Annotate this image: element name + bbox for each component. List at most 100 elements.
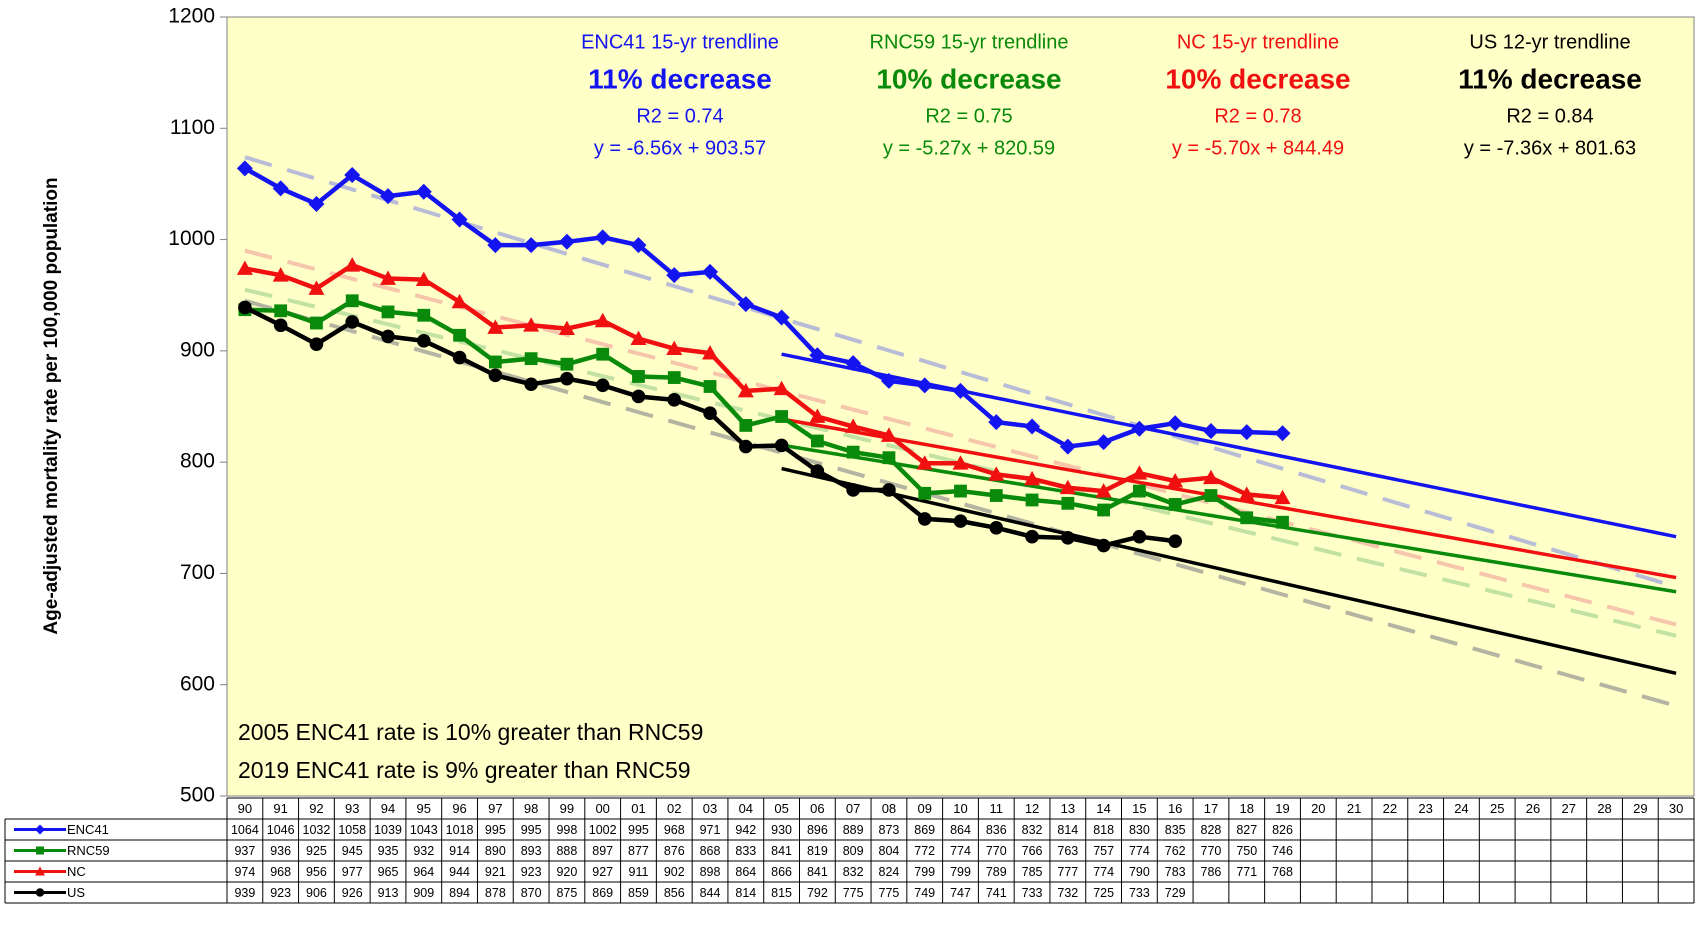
- marker: [666, 267, 683, 284]
- marker: [523, 237, 540, 254]
- marker: [1059, 479, 1076, 495]
- marker: [773, 380, 790, 396]
- marker: [308, 280, 325, 295]
- marker: [595, 378, 610, 393]
- marker: [702, 345, 719, 360]
- marker: [487, 237, 504, 254]
- marker: [35, 888, 45, 897]
- marker: [916, 377, 933, 394]
- table-value: 1002: [589, 823, 617, 837]
- y-tick-label: 1000: [168, 227, 215, 250]
- y-tick-label: 600: [180, 672, 215, 695]
- marker: [703, 380, 717, 393]
- table-value: 875: [556, 886, 577, 900]
- table-value: 841: [807, 865, 828, 879]
- table-value: 897: [592, 844, 613, 858]
- table-value: 998: [556, 823, 577, 837]
- marker: [594, 312, 611, 328]
- table-value: 936: [270, 844, 291, 858]
- table-value: 964: [413, 865, 434, 879]
- table-value: 893: [521, 844, 542, 858]
- annotation: y = -7.36x + 801.63: [1464, 137, 1636, 159]
- marker: [236, 160, 253, 177]
- x-tick-label: 05: [774, 801, 788, 816]
- x-tick-label: 11: [990, 801, 1004, 816]
- table-value: 750: [1236, 844, 1257, 858]
- y-tick-label: 500: [180, 784, 215, 807]
- table-value: 873: [879, 823, 900, 837]
- table-value: 770: [986, 844, 1007, 858]
- x-tick-label: 90: [238, 801, 252, 816]
- table-value: 935: [378, 844, 399, 858]
- marker: [880, 427, 897, 442]
- series-line: [244, 262, 1283, 500]
- marker: [415, 183, 432, 200]
- table-value: 945: [342, 844, 363, 858]
- table-value: 869: [914, 823, 935, 837]
- marker: [1132, 529, 1147, 544]
- table-value: 864: [950, 823, 971, 837]
- annotation: ENC41 15-yr trendline: [581, 31, 779, 53]
- x-tick-label: 06: [810, 801, 824, 816]
- x-tick-label: 28: [1597, 801, 1611, 816]
- table-value: 835: [1165, 823, 1186, 837]
- table-value: 944: [449, 865, 470, 879]
- table-value: 749: [914, 886, 935, 900]
- marker: [1025, 493, 1039, 507]
- table-value: 995: [628, 823, 649, 837]
- x-tick-label: 93: [345, 801, 359, 816]
- table-value: 914: [449, 844, 470, 858]
- marker: [238, 300, 252, 315]
- table-value: 746: [1272, 844, 1293, 858]
- table-value: 830: [1129, 823, 1150, 837]
- marker: [810, 464, 825, 478]
- table-value: 783: [1165, 865, 1186, 879]
- marker: [417, 308, 431, 322]
- table-value: 841: [771, 844, 792, 858]
- marker: [272, 267, 289, 282]
- x-tick-label: 04: [739, 801, 753, 816]
- table-value: 768: [1272, 865, 1293, 879]
- x-tick-label: 95: [417, 801, 431, 816]
- marker: [1168, 498, 1182, 511]
- marker: [344, 167, 361, 184]
- marker: [773, 309, 790, 326]
- table-value: 968: [270, 865, 291, 879]
- marker: [1238, 424, 1255, 441]
- annotation: 11% decrease: [588, 63, 772, 94]
- marker: [1097, 503, 1111, 517]
- marker: [308, 195, 325, 212]
- annotation: R2 = 0.78: [1214, 105, 1301, 127]
- x-tick-label: 29: [1633, 801, 1647, 816]
- x-tick-label: 18: [1240, 801, 1254, 816]
- table-value: 814: [1057, 823, 1078, 837]
- marker: [989, 521, 1004, 535]
- marker: [631, 389, 646, 404]
- marker: [1167, 473, 1184, 488]
- table-value: 832: [843, 865, 864, 879]
- marker: [1168, 534, 1182, 548]
- marker: [272, 180, 289, 197]
- marker: [952, 455, 969, 470]
- marker: [524, 352, 538, 366]
- marker: [809, 347, 826, 364]
- table-value: 906: [306, 886, 327, 900]
- marker: [345, 294, 359, 308]
- annotation: 11% decrease: [1458, 63, 1642, 94]
- marker: [667, 371, 681, 384]
- y-tick-label: 1200: [168, 5, 215, 28]
- table-value: 956: [306, 865, 327, 879]
- table-value: 930: [771, 823, 792, 837]
- marker: [1059, 438, 1076, 455]
- table-value: 790: [1129, 865, 1150, 879]
- marker: [845, 355, 862, 372]
- x-tick-label: 03: [703, 801, 717, 816]
- note: 2019 ENC41 rate is 9% greater than RNC59: [238, 757, 691, 783]
- marker: [1204, 489, 1218, 502]
- marker: [35, 866, 45, 876]
- annotation: R2 = 0.74: [636, 105, 723, 127]
- marker: [381, 329, 395, 344]
- x-tick-label: 10: [953, 801, 967, 816]
- marker: [1131, 465, 1148, 480]
- marker: [1133, 484, 1146, 498]
